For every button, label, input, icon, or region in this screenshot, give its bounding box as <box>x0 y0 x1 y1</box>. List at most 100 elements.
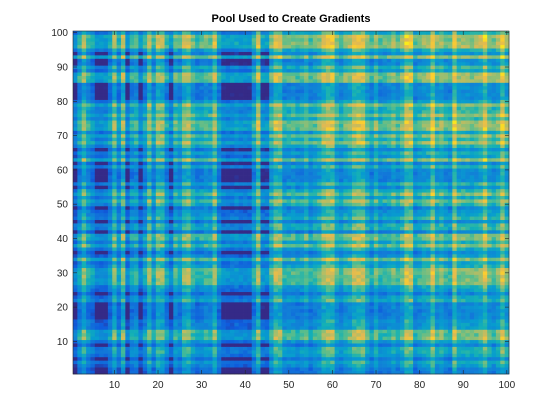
heatmap-cell <box>304 332 309 337</box>
heatmap-cell <box>86 271 91 275</box>
heatmap-cell <box>330 281 335 286</box>
heatmap-cell <box>456 288 462 293</box>
heatmap-cell <box>495 329 501 334</box>
heatmap-cell <box>129 243 135 248</box>
heatmap-cell <box>330 226 335 231</box>
heatmap-cell <box>413 223 418 227</box>
heatmap-cell <box>456 301 462 306</box>
heatmap-cell <box>269 288 274 293</box>
heatmap-cell <box>373 288 379 293</box>
heatmap-cell <box>107 226 113 231</box>
heatmap-cell <box>77 332 83 337</box>
heatmap-cell <box>142 240 148 245</box>
heatmap-cell <box>317 315 322 320</box>
heatmap-cell <box>325 349 331 354</box>
heatmap-cell <box>282 325 287 330</box>
heatmap-cell <box>369 308 375 313</box>
heatmap-cell <box>308 264 314 269</box>
heatmap-cell <box>452 312 458 317</box>
heatmap-cell <box>160 370 165 375</box>
heatmap-cell <box>147 233 152 238</box>
heatmap-cell <box>404 346 410 351</box>
heatmap-cell <box>465 329 471 334</box>
heatmap-cell <box>461 312 466 317</box>
heatmap-cell <box>304 219 309 224</box>
heatmap-cell <box>90 319 96 323</box>
heatmap-cell <box>352 250 357 255</box>
heatmap-cell <box>138 229 144 234</box>
heatmap-cell <box>408 223 414 227</box>
heatmap-cell <box>395 274 401 279</box>
heatmap-cell <box>151 216 157 220</box>
heatmap-cell <box>238 264 244 269</box>
heatmap-cell <box>304 349 309 354</box>
heatmap-cell <box>138 264 144 269</box>
heatmap-cell <box>391 329 396 334</box>
heatmap-cell <box>317 229 322 234</box>
heatmap-cell <box>190 212 196 217</box>
heatmap-cell <box>151 298 157 303</box>
heatmap-cell <box>107 339 113 344</box>
heatmap-cell <box>352 267 357 272</box>
heatmap-cell <box>147 363 152 368</box>
heatmap-cell <box>212 264 218 269</box>
heatmap-cell <box>330 205 335 210</box>
heatmap-cell <box>360 226 366 231</box>
heatmap-cell <box>373 336 379 341</box>
heatmap-cell <box>103 233 109 238</box>
heatmap-cell <box>221 339 226 344</box>
heatmap-cell <box>461 367 466 371</box>
heatmap-cell <box>243 295 248 299</box>
heatmap-cell <box>138 370 144 375</box>
heatmap-cell <box>352 329 357 334</box>
heatmap-cell <box>408 267 414 272</box>
heatmap-cell <box>147 284 152 289</box>
heatmap-cell <box>229 298 235 303</box>
heatmap-cell <box>321 229 327 234</box>
heatmap-cell <box>155 212 161 217</box>
heatmap-cell <box>504 277 510 282</box>
heatmap-cell <box>299 346 305 351</box>
heatmap-cell <box>417 346 423 351</box>
heatmap-cell <box>495 260 501 265</box>
heatmap-cell <box>382 226 388 231</box>
heatmap-cell <box>120 226 126 231</box>
heatmap-cell <box>395 233 401 238</box>
heatmap-cell <box>260 284 266 289</box>
heatmap-cell <box>168 291 174 296</box>
heatmap-cell <box>312 343 318 347</box>
heatmap-cell <box>391 346 396 351</box>
heatmap-cell <box>439 360 444 365</box>
heatmap-cell <box>247 277 253 282</box>
heatmap-cell <box>391 332 396 337</box>
heatmap-cell <box>482 349 488 354</box>
heatmap-cell <box>195 260 200 265</box>
heatmap-cell <box>452 363 458 368</box>
heatmap-cell <box>269 336 274 341</box>
heatmap-cell <box>234 202 240 207</box>
heatmap-cell <box>291 229 296 234</box>
heatmap-cell <box>408 343 414 347</box>
heatmap-cell <box>129 284 135 289</box>
heatmap-cell <box>225 243 231 248</box>
heatmap-cell <box>465 360 471 365</box>
heatmap-cell <box>308 343 314 347</box>
heatmap-cell <box>116 229 122 234</box>
heatmap-cell <box>373 308 379 313</box>
heatmap-cell <box>369 205 375 210</box>
heatmap-cell <box>395 349 401 354</box>
heatmap-cell <box>208 236 213 241</box>
heatmap-cell <box>195 325 200 330</box>
heatmap-cell <box>269 291 274 296</box>
heatmap-cell <box>73 223 78 227</box>
heatmap-cell <box>491 312 497 317</box>
heatmap-cell <box>330 308 335 313</box>
heatmap-cell <box>456 329 462 334</box>
heatmap-cell <box>378 329 383 334</box>
heatmap-cell <box>125 223 131 227</box>
heatmap-cell <box>434 288 440 293</box>
heatmap-cell <box>134 219 139 224</box>
heatmap-cell <box>304 212 309 217</box>
heatmap-cell <box>317 209 322 214</box>
heatmap-cell <box>482 315 488 320</box>
